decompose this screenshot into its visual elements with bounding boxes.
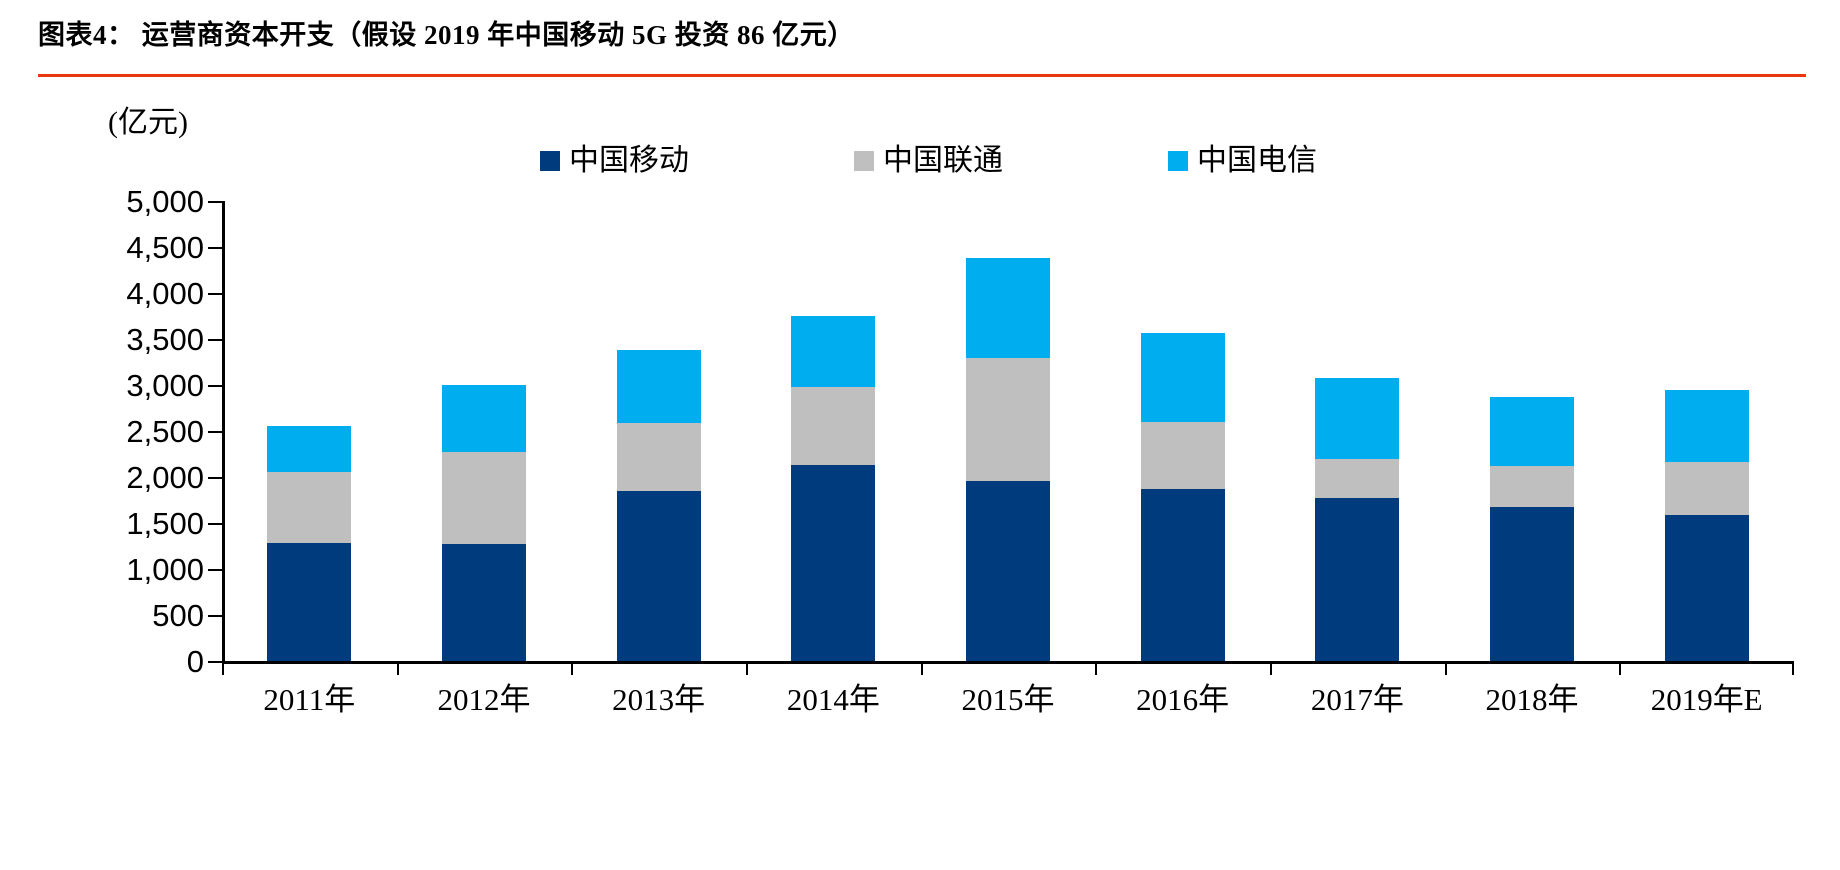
x-tick-mark bbox=[396, 661, 399, 675]
x-tick-label: 2013年 bbox=[612, 682, 706, 717]
y-tick-label: 2,500 bbox=[126, 414, 204, 449]
legend-item-2[interactable]: 中国电信 bbox=[1168, 144, 1317, 178]
x-axis-labels: 2011年 2012年 2013年 2014年 2015年 2016年 2017年 2018年… bbox=[222, 680, 1794, 740]
x-tick-label: 2014年 bbox=[786, 682, 880, 717]
y-tick-label: 500 bbox=[152, 598, 204, 633]
x-tick-mark bbox=[571, 661, 574, 675]
y-tick-label: 5,000 bbox=[126, 184, 204, 219]
x-tick-label: 2012年 bbox=[437, 682, 531, 717]
y-tick-label: 2,000 bbox=[126, 460, 204, 495]
legend-item-0[interactable]: 中国移动 bbox=[540, 144, 689, 178]
legend-label-0: 中国移动 bbox=[569, 144, 689, 177]
x-tick-mark bbox=[746, 661, 748, 675]
x-tick-label: 2011年 bbox=[263, 682, 356, 717]
bar-segment[interactable] bbox=[1490, 507, 1574, 661]
x-tick-label: 2019年E bbox=[1650, 682, 1763, 717]
y-tick-mark bbox=[208, 523, 222, 525]
bar-segment[interactable] bbox=[442, 451, 526, 544]
bar-segment[interactable] bbox=[1140, 488, 1225, 661]
x-tick-mark bbox=[920, 661, 923, 675]
bar-group[interactable] bbox=[442, 385, 526, 661]
y-tick-mark bbox=[208, 293, 222, 295]
x-tick-label: 2018年 bbox=[1485, 682, 1579, 717]
y-tick-mark bbox=[208, 569, 222, 571]
y-tick-mark bbox=[208, 339, 222, 341]
legend-item-1[interactable]: 中国联通 bbox=[854, 144, 1003, 178]
bar-segment[interactable] bbox=[616, 490, 701, 661]
y-tick-mark bbox=[208, 247, 222, 249]
legend-label-1: 中国联通 bbox=[883, 144, 1003, 177]
bar-segment[interactable] bbox=[1664, 514, 1749, 661]
bar-segment[interactable] bbox=[1315, 459, 1400, 499]
y-tick-mark bbox=[208, 385, 222, 387]
bar-group[interactable] bbox=[1490, 397, 1574, 661]
x-tick-mark bbox=[1095, 661, 1098, 675]
chart-container: (亿元) 中国移动 中国联通 中国电信 5,000 4,500 4,000 3,500… bbox=[0, 88, 1840, 870]
x-tick-mark bbox=[1619, 661, 1622, 675]
bar-group[interactable] bbox=[791, 315, 876, 661]
bar-group[interactable] bbox=[1664, 389, 1749, 661]
bar-segment[interactable] bbox=[791, 386, 876, 465]
bar-segment[interactable] bbox=[1664, 461, 1749, 515]
x-tick-mark bbox=[222, 661, 224, 675]
bar-segment[interactable] bbox=[267, 542, 352, 661]
y-tick-label: 4,500 bbox=[126, 230, 204, 265]
bar-segment[interactable] bbox=[1490, 465, 1574, 508]
y-tick-mark bbox=[208, 431, 222, 433]
legend-swatch-icon-0 bbox=[540, 151, 560, 171]
y-tick-mark bbox=[208, 661, 222, 663]
bar-group[interactable] bbox=[267, 425, 352, 661]
bar-group[interactable] bbox=[616, 349, 701, 661]
plot-area bbox=[208, 201, 1794, 675]
y-tick-label: 4,000 bbox=[126, 276, 204, 311]
y-tick-label: 3,500 bbox=[126, 322, 204, 357]
bar-segment[interactable] bbox=[267, 471, 352, 543]
x-tick-label: 2017年 bbox=[1310, 682, 1404, 717]
bar-segment[interactable] bbox=[442, 543, 526, 661]
y-tick-label: 1,500 bbox=[126, 506, 204, 541]
bar-segment[interactable] bbox=[1140, 422, 1225, 489]
legend-swatch-icon-2 bbox=[1168, 151, 1188, 171]
y-axis-unit-label: (亿元) bbox=[108, 106, 188, 139]
bar-segment[interactable] bbox=[1315, 377, 1400, 460]
y-axis-line bbox=[222, 201, 225, 661]
y-tick-label: 3,000 bbox=[126, 368, 204, 403]
bar-segment[interactable] bbox=[966, 481, 1050, 661]
x-tick-label: 2015年 bbox=[961, 682, 1055, 717]
bar-segment[interactable] bbox=[616, 349, 701, 424]
x-tick-label: 2016年 bbox=[1136, 682, 1230, 717]
bar-segment[interactable] bbox=[1490, 397, 1574, 466]
page-title: 图表4： 运营商资本开支（假设 2019 年中国移动 5G 投资 86 亿元） bbox=[38, 20, 855, 50]
bar-group[interactable] bbox=[1315, 377, 1400, 661]
y-tick-mark bbox=[208, 201, 222, 203]
y-tick-mark bbox=[208, 477, 222, 479]
bar-segment[interactable] bbox=[966, 358, 1050, 482]
bar-segment[interactable] bbox=[442, 385, 526, 452]
x-tick-mark bbox=[1792, 661, 1794, 675]
bar-segment[interactable] bbox=[966, 257, 1050, 359]
bar-segment[interactable] bbox=[1140, 333, 1225, 423]
bar-series-container bbox=[222, 201, 1794, 661]
bar-segment[interactable] bbox=[791, 315, 876, 387]
bar-group[interactable] bbox=[966, 257, 1050, 661]
chart-title-row: 图表4： 运营商资本开支（假设 2019 年中国移动 5G 投资 86 亿元） bbox=[38, 18, 1802, 74]
bar-group[interactable] bbox=[1140, 333, 1225, 661]
bar-segment[interactable] bbox=[791, 464, 876, 661]
x-tick-mark bbox=[1270, 661, 1272, 675]
x-tick-mark bbox=[1444, 661, 1447, 675]
bar-segment[interactable] bbox=[1664, 389, 1749, 462]
chart-legend: 中国移动 中国联通 中国电信 bbox=[540, 144, 1440, 178]
bar-segment[interactable] bbox=[616, 423, 701, 491]
y-tick-mark bbox=[208, 615, 222, 617]
y-tick-label: 0 bbox=[186, 644, 204, 679]
bar-segment[interactable] bbox=[267, 425, 352, 472]
title-divider bbox=[38, 74, 1806, 77]
legend-label-2: 中国电信 bbox=[1197, 144, 1317, 177]
y-axis-labels: 5,000 4,500 4,000 3,500 3,000 2,500 2,000 1,500… bbox=[14, 186, 204, 677]
x-axis-line bbox=[222, 661, 1794, 664]
legend-swatch-icon-1 bbox=[854, 151, 874, 171]
bar-segment[interactable] bbox=[1315, 498, 1400, 661]
y-tick-label: 1,000 bbox=[126, 552, 204, 587]
